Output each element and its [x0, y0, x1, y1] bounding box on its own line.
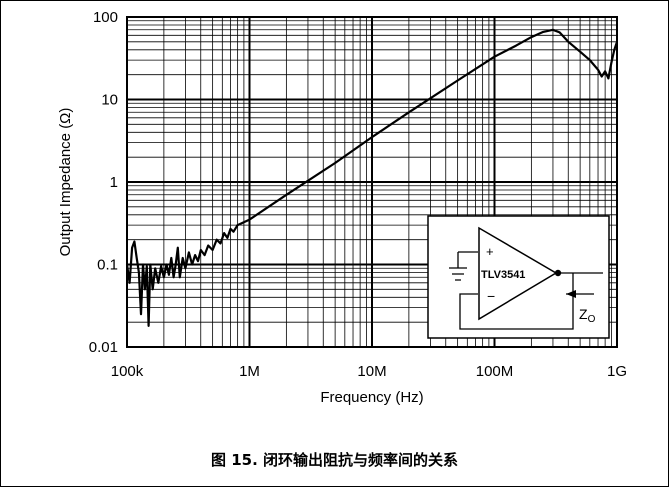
output-impedance-symbol: ZO — [579, 306, 596, 325]
op-amp-part-label: TLV3541 — [481, 269, 525, 281]
x-tick-label: 100k — [111, 363, 144, 380]
plus-label: + — [486, 244, 494, 259]
x-axis-label: Frequency (Hz) — [320, 389, 423, 406]
arrow-head — [566, 290, 576, 298]
y-tick-label: 100 — [93, 9, 118, 26]
y-axis-label: Output Impedance (Ω) — [57, 108, 74, 257]
x-tick-label: 1M — [239, 363, 260, 380]
op-amp-icon — [478, 226, 558, 321]
figure-caption: 图 15. 闭环输出阻抗与频率间的关系 — [210, 451, 459, 469]
y-tick-label: 0.1 — [97, 257, 118, 274]
output-node — [554, 269, 562, 277]
y-axis-ticks: 0.01 0.1 1 10 100 — [89, 9, 118, 356]
feedback-wire — [459, 272, 603, 330]
output-impedance-line — [125, 28, 619, 327]
y-tick-label: 1 — [110, 174, 118, 191]
y-tick-label: 10 — [101, 92, 118, 109]
plot-area-frame — [126, 16, 618, 348]
minus-label: − — [487, 288, 495, 304]
inset-schematic: + − TLV3541 ZO — [427, 215, 610, 339]
x-tick-label: 100M — [476, 363, 514, 380]
x-tick-label: 1G — [607, 363, 627, 380]
x-tick-label: 10M — [357, 363, 386, 380]
y-tick-label: 0.01 — [89, 339, 118, 356]
ground-icon — [449, 251, 478, 281]
x-axis-ticks: 100k 1M 10M 100M 1G — [111, 363, 627, 380]
